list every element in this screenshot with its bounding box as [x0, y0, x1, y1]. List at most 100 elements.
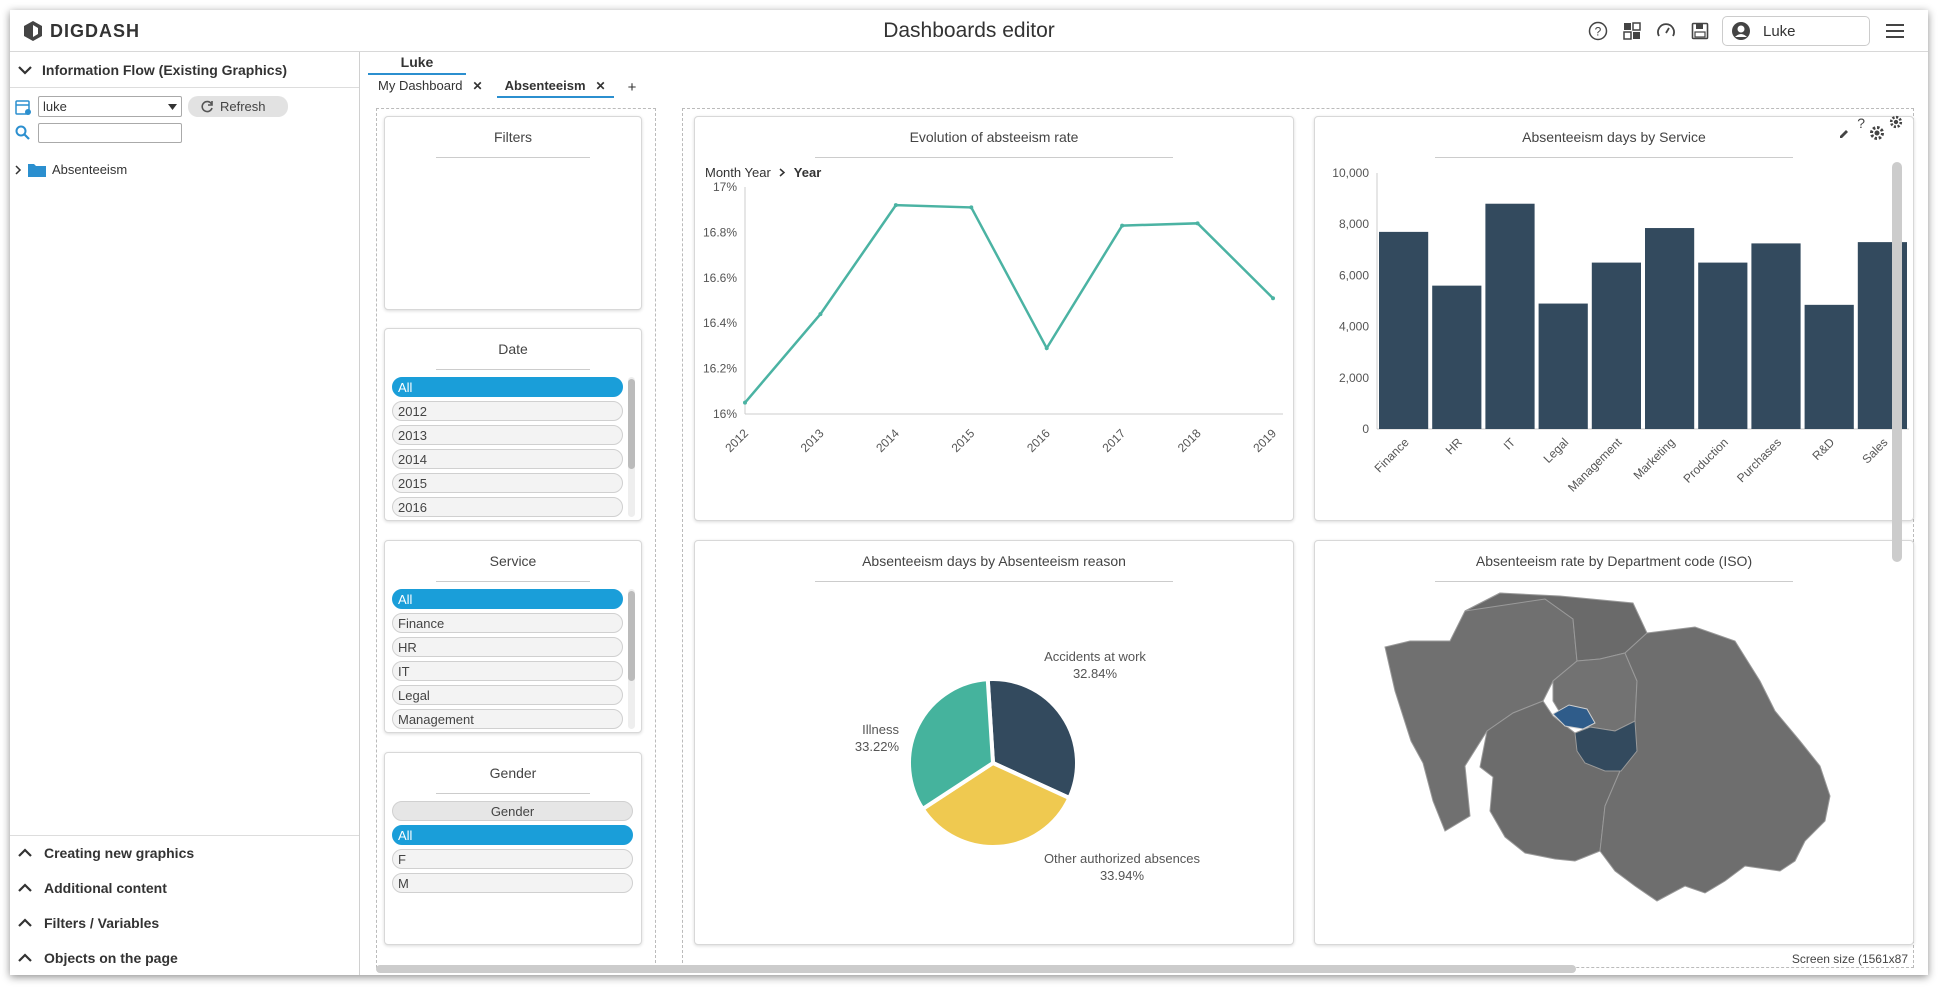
save-icon[interactable]: [1688, 19, 1712, 43]
gear-icon[interactable]: [1889, 115, 1903, 129]
refresh-button[interactable]: Refresh: [188, 96, 288, 117]
date-filter-item[interactable]: 2015: [392, 473, 623, 493]
service-filter-scrollbar[interactable]: [628, 589, 635, 729]
breadcrumb: Month Year Year: [705, 165, 821, 180]
add-tab-button[interactable]: +: [627, 79, 637, 96]
service-filter-item[interactable]: IT: [392, 661, 623, 681]
additional-content-section[interactable]: Additional content: [10, 870, 359, 905]
user-menu-button[interactable]: Luke: [1722, 16, 1870, 46]
service-filter-item[interactable]: Management: [392, 709, 623, 729]
data-point[interactable]: [893, 203, 898, 208]
search-input[interactable]: [38, 123, 182, 143]
pie-slice[interactable]: [985, 677, 1079, 801]
tab-absenteeism[interactable]: Absenteeism ✕: [496, 76, 614, 98]
folder-icon: [28, 163, 46, 177]
gender-filter-item[interactable]: F: [392, 849, 633, 869]
help-icon[interactable]: ?: [1586, 19, 1610, 43]
pie-slice[interactable]: [907, 677, 996, 812]
data-point[interactable]: [818, 312, 823, 317]
map-region[interactable]: [1599, 626, 1831, 902]
service-filter-item[interactable]: Finance: [392, 613, 623, 633]
slice-value-label: 32.84%: [1073, 666, 1118, 681]
y-tick-label: 16.6%: [703, 271, 737, 285]
refresh-label: Refresh: [220, 99, 266, 114]
y-tick-label: 16.2%: [703, 362, 737, 376]
y-tick-label: 16.8%: [703, 225, 737, 239]
chevron-right-icon: [15, 164, 22, 175]
gender-filter: Gender Gender All F M: [384, 752, 642, 945]
datasource-icon[interactable]: [14, 98, 32, 116]
x-tick-label: 2019: [1250, 426, 1279, 455]
bar-chart-title: Absenteeism days by Service: [1522, 129, 1706, 145]
date-filter-item[interactable]: 2012: [392, 401, 623, 421]
x-tick-label: Production: [1680, 435, 1730, 485]
filters-variables-section[interactable]: Filters / Variables: [10, 905, 359, 940]
bar[interactable]: [1432, 285, 1482, 429]
map-region-highlighted[interactable]: [1552, 704, 1596, 730]
service-filter-item[interactable]: All: [392, 589, 623, 609]
service-filter-item[interactable]: Legal: [392, 685, 623, 705]
close-icon[interactable]: ✕: [472, 78, 483, 93]
chevron-up-icon: [18, 848, 32, 857]
x-tick-label: 2014: [873, 426, 902, 455]
creating-new-graphics-section[interactable]: Creating new graphics: [10, 835, 359, 870]
page-title: Dashboards editor: [883, 19, 1055, 42]
filters-panel: Filters: [384, 116, 642, 310]
screen-size-label: Screen size (1561x87: [1791, 952, 1908, 966]
map-region-highlighted[interactable]: [1574, 720, 1638, 772]
search-icon: [15, 125, 30, 140]
edit-icon[interactable]: [1835, 125, 1853, 143]
gauge-icon[interactable]: [1654, 19, 1678, 43]
objects-on-page-section[interactable]: Objects on the page: [10, 940, 359, 975]
data-point[interactable]: [1271, 296, 1275, 301]
bar-chart: 0 2,000 4,000 6,000 8,000 10,000 Finance HR IT Le…: [1332, 166, 1909, 495]
tab-label: Absenteeism: [504, 78, 586, 93]
gender-filter-header[interactable]: Gender: [392, 801, 633, 821]
vertical-scrollbar[interactable]: [1892, 162, 1902, 562]
section-label: Additional content: [44, 879, 167, 896]
horizontal-scrollbar[interactable]: [376, 965, 1576, 973]
date-filter-item[interactable]: 2016: [392, 497, 623, 517]
date-filter-item[interactable]: All: [392, 377, 623, 397]
chevron-right-icon: [779, 168, 785, 177]
data-point[interactable]: [1120, 223, 1125, 228]
series-line[interactable]: [744, 203, 1274, 404]
bar[interactable]: [1698, 262, 1748, 429]
help-icon[interactable]: ?: [1857, 115, 1865, 131]
tree-item-absenteeism[interactable]: Absenteeism: [14, 162, 127, 177]
close-icon[interactable]: ✕: [595, 78, 606, 93]
breadcrumb-item[interactable]: Month Year: [705, 165, 771, 180]
service-filter-item[interactable]: HR: [392, 637, 623, 657]
chevron-up-icon: [18, 917, 32, 927]
y-tick-label: 2,000: [1339, 371, 1369, 385]
bar[interactable]: [1485, 203, 1535, 429]
hamburger-menu-icon[interactable]: [1880, 19, 1910, 43]
gender-filter-item[interactable]: M: [392, 873, 633, 893]
date-filter-scrollbar[interactable]: [628, 377, 635, 517]
y-tick-label: 4,000: [1339, 320, 1369, 334]
data-point[interactable]: [1195, 221, 1200, 226]
bar[interactable]: [1538, 303, 1588, 429]
pie-slice[interactable]: [919, 760, 1073, 849]
tab-my-dashboard[interactable]: My Dashboard ✕: [370, 76, 491, 98]
data-point[interactable]: [743, 400, 747, 405]
gear-icon[interactable]: [1869, 125, 1885, 141]
date-filter-item[interactable]: 2013: [392, 425, 623, 445]
bar[interactable]: [1804, 304, 1854, 429]
dashboard-tabs: My Dashboard ✕ Absenteeism ✕ +: [370, 76, 644, 98]
data-point[interactable]: [969, 205, 974, 210]
data-point[interactable]: [1044, 346, 1049, 351]
bar[interactable]: [1751, 243, 1801, 429]
bar[interactable]: [1591, 262, 1641, 429]
tab-group-owner[interactable]: Luke: [368, 54, 466, 75]
bar[interactable]: [1645, 228, 1695, 429]
y-tick-label: 16.4%: [703, 316, 737, 330]
bar[interactable]: [1379, 231, 1429, 429]
x-tick-label: 2017: [1099, 426, 1128, 455]
user-select[interactable]: luke: [38, 96, 182, 117]
chevron-up-icon: [18, 952, 32, 962]
information-flow-section-header[interactable]: Information Flow (Existing Graphics): [10, 52, 359, 88]
gender-filter-item[interactable]: All: [392, 825, 633, 845]
date-filter-item[interactable]: 2014: [392, 449, 623, 469]
dashboard-settings-icon[interactable]: [1620, 19, 1644, 43]
